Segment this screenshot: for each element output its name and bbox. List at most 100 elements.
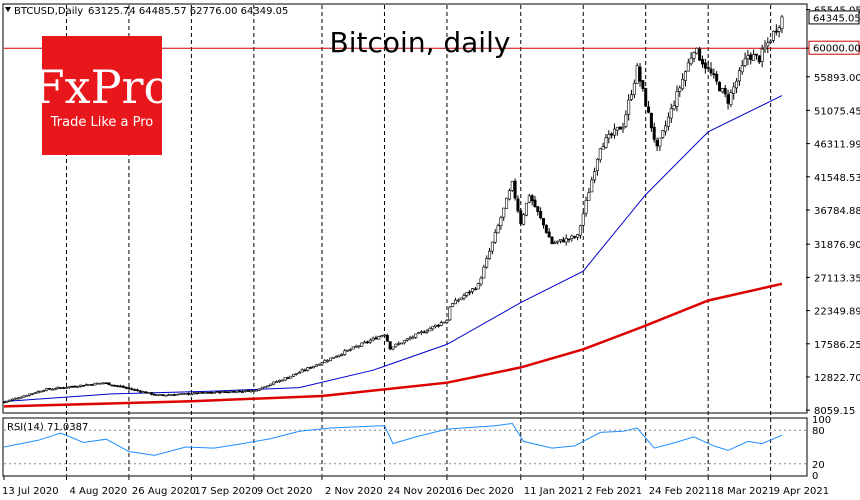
candle-body [255, 389, 259, 392]
candle-body [638, 66, 642, 82]
candle-body [530, 195, 534, 202]
ohlc-header: 63125.74 64485.57 62776.00 64349.05 [88, 6, 288, 17]
price-tick-label: 36784.88 [814, 206, 860, 217]
date-tick-label: 2 Nov 2020 [325, 486, 383, 497]
candle-body [584, 200, 588, 214]
candle-body [576, 234, 580, 238]
moving-averages [3, 95, 783, 408]
candle-body [99, 382, 103, 385]
candle-body [93, 382, 97, 386]
candle-body [417, 332, 421, 334]
candle-body [229, 391, 233, 393]
candle-body [124, 387, 128, 389]
candle-body [133, 389, 137, 391]
candle-body [655, 139, 659, 147]
candle-body [612, 128, 616, 136]
candle-body [16, 397, 20, 400]
candle-body [22, 395, 26, 398]
candle-body [388, 341, 392, 350]
candle-body [550, 236, 554, 245]
candle-body [187, 392, 191, 395]
candle-body [73, 386, 77, 388]
candle-body [632, 82, 636, 95]
candle-body [556, 240, 560, 243]
candle-body [232, 391, 236, 393]
candle-body [610, 133, 614, 136]
candle-body [104, 382, 108, 385]
candle-body [400, 342, 404, 345]
candle-body [666, 116, 670, 127]
candle-body [246, 390, 250, 392]
candle-body [408, 337, 412, 340]
candle-body [201, 392, 205, 394]
candle-body [346, 349, 350, 352]
candle-body [96, 382, 100, 385]
candle-body [544, 224, 548, 233]
candle-body [735, 80, 739, 89]
candle-body [5, 400, 9, 403]
candle-body [340, 354, 344, 356]
candle-body [158, 394, 162, 396]
candle-body [414, 333, 418, 338]
candle-body [462, 295, 466, 299]
level-price-label: 60000.00 [813, 44, 860, 55]
candle-body [434, 324, 438, 328]
candle-body [13, 397, 17, 400]
candle-body [678, 87, 682, 92]
candle-body [752, 54, 756, 61]
candle-body [394, 343, 398, 347]
candle-body [141, 391, 145, 394]
candle-body [377, 336, 381, 340]
candle-body [712, 73, 716, 76]
rsi-tick-label: 100 [812, 415, 831, 426]
candle-body [723, 87, 727, 95]
candle-body [135, 389, 139, 392]
candle-body [360, 342, 364, 347]
candle-body [630, 94, 634, 100]
candle-body [391, 346, 395, 350]
candle-body [439, 322, 443, 326]
candle-body [695, 47, 699, 54]
candle-body [516, 198, 520, 212]
candle-body [615, 127, 619, 131]
candle-body [354, 346, 358, 348]
candle-body [604, 137, 608, 148]
candle-body [269, 383, 273, 386]
candle-body [621, 127, 625, 130]
candle-body [766, 42, 770, 47]
candle-body [510, 181, 514, 191]
date-tick-label: 4 Aug 2020 [69, 486, 127, 497]
level-price-box [808, 40, 860, 55]
candle-body [737, 70, 741, 82]
candle-body [652, 126, 656, 140]
candle-body [763, 46, 767, 50]
candle-body [649, 112, 653, 129]
candle-body [238, 390, 242, 393]
candle-body [289, 375, 293, 379]
candle-body [62, 387, 66, 389]
candle-body [754, 53, 758, 56]
candle-body [547, 231, 551, 238]
candle-body [581, 213, 585, 226]
candle-body [326, 360, 330, 362]
price-tick-label: 27113.35 [814, 273, 860, 284]
candle-body [275, 381, 279, 383]
date-tick-label: 24 Feb 2021 [649, 486, 711, 497]
candle-body [300, 369, 304, 373]
date-tick-label: 26 Aug 2020 [132, 486, 196, 497]
candle-body [700, 59, 704, 65]
candle-body [405, 338, 409, 341]
candle-body [578, 225, 582, 236]
date-tick-label: 13 Jul 2020 [2, 486, 59, 497]
candle-body [465, 292, 469, 296]
candle-body [19, 396, 23, 399]
price-axis: 65545.0560000.0055893.0051075.4546311.99… [806, 6, 860, 417]
price-tick-label: 17586.25 [814, 340, 860, 351]
candle-body [672, 105, 676, 110]
date-tick-label: 16 Dec 2020 [450, 486, 514, 497]
candle-body [53, 388, 57, 391]
candle-body [436, 324, 440, 327]
price-tick-label: 12822.70 [814, 373, 860, 384]
candle-body [272, 381, 276, 385]
